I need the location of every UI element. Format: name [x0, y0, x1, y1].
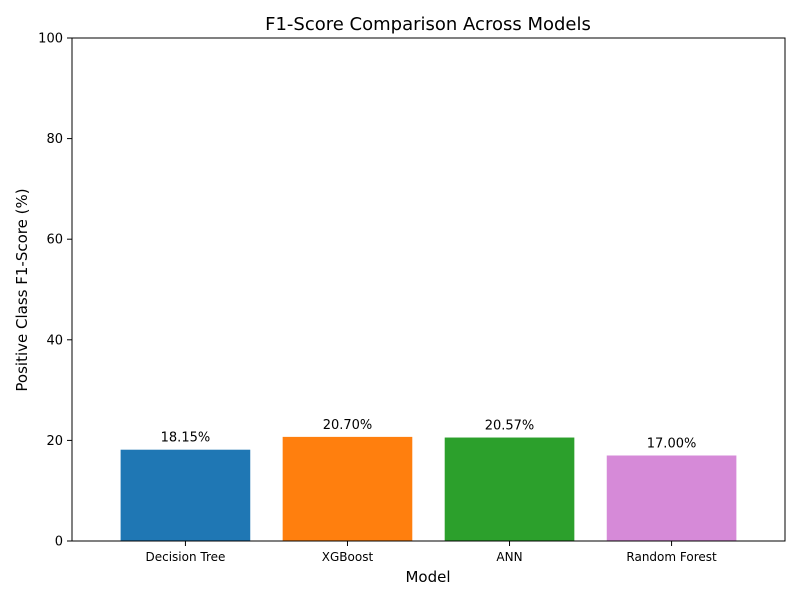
bar-value-label: 18.15%	[161, 431, 211, 446]
bars-group	[120, 436, 737, 541]
bar	[606, 455, 737, 541]
x-tick-label: Random Forest	[626, 550, 717, 564]
bar	[120, 449, 251, 541]
y-tick-label: 80	[46, 132, 63, 147]
x-tick-label: ANN	[496, 550, 522, 564]
bar-value-label: 17.00%	[647, 436, 697, 451]
bar-value-label: 20.70%	[323, 418, 373, 433]
x-axis-ticks: Decision Tree XGBoost ANN Random Forest	[145, 541, 717, 564]
bar	[444, 437, 575, 541]
y-tick-label: 20	[46, 434, 63, 449]
y-tick-label: 60	[46, 233, 63, 248]
x-tick-label: XGBoost	[322, 550, 374, 564]
y-tick-label: 0	[55, 535, 63, 550]
plot-frame	[71, 37, 786, 542]
bar-value-label: 20.57%	[485, 419, 535, 434]
chart-title: F1-Score Comparison Across Models	[265, 14, 591, 35]
x-tick-label: Decision Tree	[145, 550, 225, 564]
y-axis-ticks: 0 20 40 60 80 100	[38, 32, 72, 550]
x-axis-label: Model	[405, 568, 450, 586]
y-tick-label: 100	[38, 32, 63, 47]
y-tick-label: 40	[46, 333, 63, 348]
y-axis-label: Positive Class F1-Score (%)	[13, 188, 31, 391]
value-labels-group: 18.15% 20.70% 20.57% 17.00%	[161, 418, 697, 452]
bar	[282, 436, 413, 541]
